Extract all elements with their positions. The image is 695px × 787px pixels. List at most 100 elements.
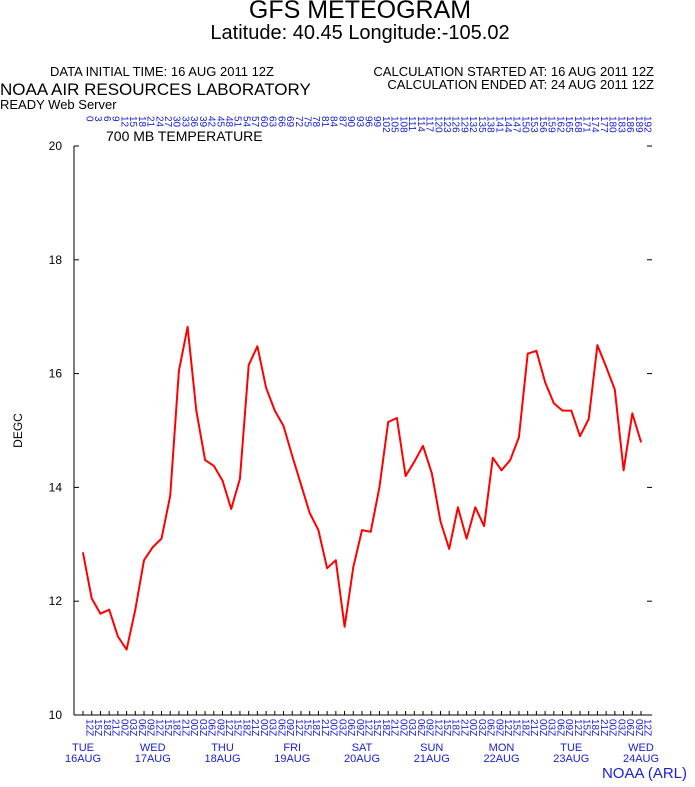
date-label: 18AUG [204, 753, 240, 765]
time-label: 15Z [301, 719, 312, 736]
forecast-hour-label: 51 [232, 116, 243, 128]
forecast-hour-label: 126 [450, 116, 461, 133]
time-label: 06Z [554, 719, 565, 736]
forecast-hour-label: 174 [589, 116, 600, 133]
forecast-hour-label: 165 [563, 116, 574, 133]
forecast-hour-label: 186 [624, 116, 635, 133]
time-label: 15Z [371, 719, 382, 736]
date-label: 22AUG [483, 753, 519, 765]
time-label: 15Z [92, 719, 103, 736]
temperature-point [526, 352, 529, 355]
time-label: 15Z [511, 719, 522, 736]
date-label: 21AUG [414, 753, 450, 765]
forecast-hour-label: 105 [389, 116, 400, 133]
temperature-point [570, 409, 573, 412]
temperature-point [335, 559, 337, 562]
temperature-point [274, 409, 276, 412]
forecast-hour-label: 96 [363, 116, 374, 128]
time-label: 09Z [563, 719, 574, 736]
time-label: 03Z [615, 719, 626, 736]
forecast-hour-label: 153 [528, 116, 539, 133]
y-tick-label: 10 [49, 708, 63, 722]
temperature-point [308, 512, 311, 514]
temperature-point [413, 460, 416, 463]
temperature-point [457, 506, 459, 509]
temperature-point [404, 475, 407, 477]
time-label: 15Z [441, 719, 452, 736]
forecast-hour-label: 192 [642, 116, 653, 133]
forecast-hour-label: 18 [136, 116, 147, 128]
temperature-line [82, 325, 642, 651]
time-label: 21Z [319, 719, 330, 736]
time-label: 00Z [328, 719, 339, 736]
date-label: 19AUG [274, 753, 310, 765]
time-label: 18Z [310, 719, 321, 736]
forecast-hour-label: 6 [101, 116, 112, 122]
temperature-point [300, 483, 302, 486]
forecast-hour-label: 3 [92, 116, 103, 122]
time-label: 06Z [206, 719, 217, 736]
day-of-week-label: TUE [560, 742, 582, 754]
forecast-hour-label: 111 [406, 116, 417, 132]
temperature-point [579, 435, 581, 437]
time-label: 06Z [415, 719, 426, 736]
server-name: READY Web Server [0, 97, 117, 112]
time-label: 03Z [336, 719, 347, 736]
forecast-hour-label: 132 [467, 116, 478, 133]
time-label: 03Z [197, 719, 208, 736]
temperature-point [378, 486, 381, 489]
time-label: 18Z [450, 719, 461, 736]
temperature-point [605, 365, 607, 368]
forecast-hour-label: 66 [275, 116, 286, 128]
forecast-hour-label: 54 [240, 116, 251, 128]
time-label: 18Z [380, 719, 391, 736]
temperature-point [178, 369, 180, 372]
forecast-hour-label: 180 [607, 116, 618, 133]
forecast-hour-label: 162 [554, 116, 565, 133]
time-label: 00Z [118, 719, 129, 736]
time-label: 12Z [84, 719, 95, 736]
time-label: 03Z [127, 719, 138, 736]
calculation-ended: CALCULATION ENDED AT: 24 AUG 2011 12Z [387, 77, 654, 92]
time-label: 00Z [467, 719, 478, 736]
time-label: 09Z [284, 719, 295, 736]
y-tick-label: 18 [49, 253, 63, 267]
time-label: 00Z [258, 719, 269, 736]
time-label: 18Z [240, 719, 251, 736]
forecast-hour-label: 159 [546, 116, 557, 133]
time-label: 21Z [598, 719, 609, 736]
date-label: 16AUG [65, 753, 101, 765]
temperature-point [518, 436, 520, 439]
date-label: 23AUG [553, 753, 589, 765]
forecast-hour-label: 78 [310, 116, 321, 128]
temperature-point [361, 529, 363, 531]
temperature-point [553, 402, 555, 404]
temperature-point [90, 597, 93, 600]
calculation-started: CALCULATION STARTED AT: 16 AUG 2011 12Z [373, 64, 654, 79]
temperature-point [265, 387, 267, 389]
temperature-point [396, 417, 398, 419]
time-label: 18Z [519, 719, 530, 736]
time-label: 06Z [345, 719, 356, 736]
forecast-hour-label: 90 [345, 116, 356, 128]
time-label: 18Z [101, 719, 112, 736]
time-label: 00Z [188, 719, 199, 736]
temperature-point [352, 566, 355, 568]
forecast-hour-label: 24 [153, 116, 164, 128]
forecast-hour-label: 93 [354, 116, 365, 128]
time-label: 00Z [537, 719, 548, 736]
forecast-hour-label: 21 [145, 116, 156, 128]
forecast-hour-label: 33 [179, 116, 190, 128]
forecast-hour-label: 189 [633, 116, 644, 133]
temperature-point [99, 612, 102, 615]
temperature-point [631, 412, 634, 415]
forecast-hour-label: 39 [197, 116, 208, 128]
time-label: 21Z [249, 719, 260, 736]
forecast-hour-label: 27 [162, 116, 173, 128]
temperature-point [291, 455, 294, 457]
temperature-point [143, 559, 145, 562]
chart-title: 700 MB TEMPERATURE [106, 128, 263, 144]
time-label: 00Z [397, 719, 408, 736]
temperature-point [535, 350, 538, 352]
temperature-point [439, 520, 442, 523]
